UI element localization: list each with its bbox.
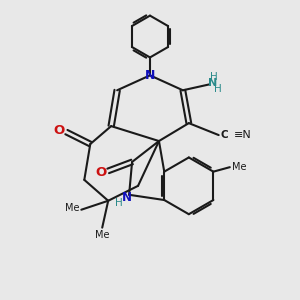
Text: Me: Me xyxy=(95,230,109,240)
Text: H: H xyxy=(214,84,222,94)
Text: Me: Me xyxy=(232,162,246,172)
Text: H: H xyxy=(210,72,218,82)
Text: N: N xyxy=(208,78,217,88)
Text: C: C xyxy=(220,130,228,140)
Text: H: H xyxy=(115,198,122,208)
Text: O: O xyxy=(95,166,106,179)
Text: ≡N: ≡N xyxy=(234,130,251,140)
Text: N: N xyxy=(145,69,155,82)
Text: O: O xyxy=(53,124,64,137)
Text: N: N xyxy=(122,191,132,204)
Text: Me: Me xyxy=(65,203,80,213)
